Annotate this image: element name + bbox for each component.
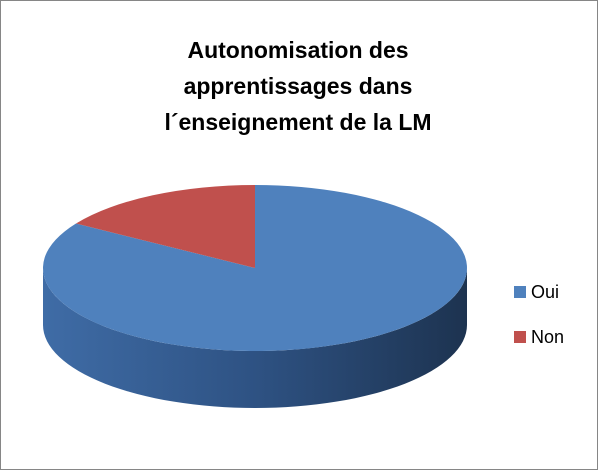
- pie-slice: [42, 185, 467, 351]
- legend-label: Non: [531, 327, 564, 347]
- title-line: Autonomisation des: [187, 37, 408, 63]
- title-line: l´enseignement de la LM: [164, 109, 431, 135]
- legend: Oui Non: [514, 282, 564, 347]
- pie-sides: [43, 268, 467, 408]
- legend-label: Oui: [531, 282, 559, 302]
- pie-slice: [76, 185, 256, 268]
- chart-title: Autonomisation des apprentissages dans l´e…: [164, 37, 431, 135]
- pie-tops: [42, 185, 467, 351]
- pie-side: [43, 268, 467, 408]
- legend-swatch: [514, 331, 526, 343]
- legend-swatch: [514, 286, 526, 298]
- title-line: apprentissages dans: [184, 73, 413, 99]
